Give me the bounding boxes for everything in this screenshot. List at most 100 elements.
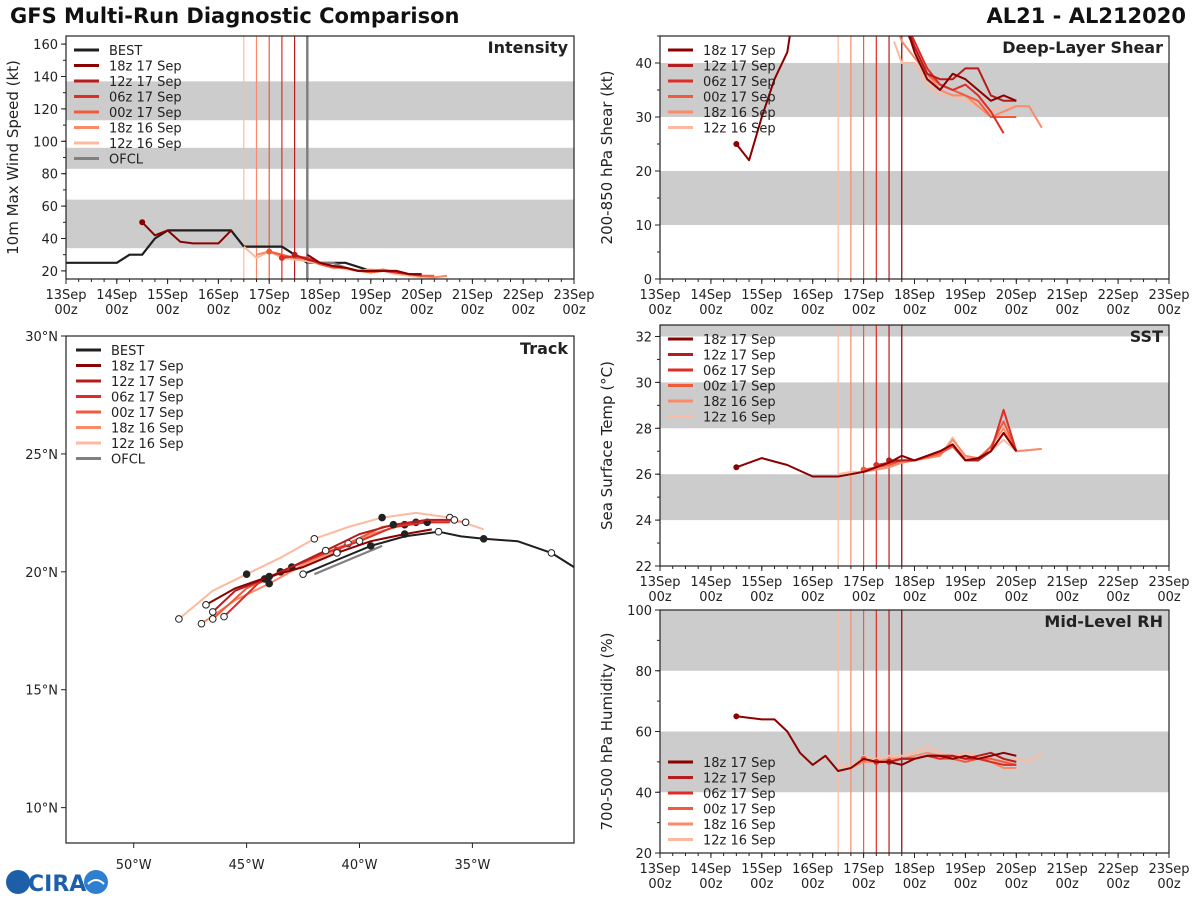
shear-xtick-label-day: 21Sep — [1047, 288, 1088, 303]
rh-xtick-label-hour: 00z — [903, 877, 927, 892]
shear-legend-label-0: 18z 17 Sep — [703, 44, 776, 59]
rh-xtick-label-hour: 00z — [1005, 877, 1029, 892]
sst-legend-label-5: 12z 16 Sep — [703, 411, 776, 426]
intensity-band-2 — [66, 81, 574, 121]
track-legend-label-6: 12z 16 Sep — [111, 437, 184, 452]
shear-xtick-label-hour: 00z — [852, 303, 876, 318]
track-series-5-point — [378, 513, 386, 522]
sst-ytick-label: 22 — [635, 560, 652, 575]
shear-ytick-label: 20 — [635, 165, 652, 180]
shear-xtick-label-day: 22Sep — [1098, 288, 1139, 303]
shear-xtick-label-day: 17Sep — [843, 288, 884, 303]
track-series-1-point — [208, 608, 217, 616]
figure-title: GFS Multi-Run Diagnostic Comparison — [10, 4, 460, 28]
rh-ylabel: 700-500 hPa Humidity (%) — [598, 632, 616, 830]
rh-xtick-label-day: 18Sep — [894, 862, 935, 877]
track-panel-title: Track — [520, 339, 568, 358]
sst-xtick-label-day: 15Sep — [741, 575, 782, 590]
sst-xtick-label-hour: 00z — [699, 590, 723, 605]
track-legend-label-0: BEST — [111, 344, 144, 359]
rh-series-5 — [837, 745, 1043, 769]
intensity-series-0-extra — [306, 253, 422, 276]
intensity-legend-label-2: 12z 17 Sep — [109, 75, 182, 90]
track-series-5-point — [175, 615, 183, 623]
rh-legend-label-3: 00z 17 Sep — [703, 803, 776, 818]
shear-xtick-label-day: 23Sep — [1148, 288, 1189, 303]
shear-band-1 — [660, 63, 1169, 117]
sst-xtick-label-day: 22Sep — [1098, 575, 1139, 590]
shear-series-2-marker — [901, 17, 907, 23]
rh-ytick-label: 60 — [635, 726, 652, 741]
shear-xtick-label-day: 14Sep — [690, 288, 731, 303]
track-best-line-point — [479, 535, 488, 543]
intensity-xtick-label-day: 16Sep — [198, 288, 239, 303]
rh-series-0 — [736, 715, 1017, 772]
sst-xtick-label-day: 18Sep — [894, 575, 935, 590]
sst-xtick-label-hour: 00z — [1157, 590, 1181, 605]
intensity-xtick-label-hour: 00z — [410, 303, 434, 318]
track-legend-label-4: 00z 17 Sep — [111, 406, 184, 421]
sst-xtick-label-hour: 00z — [852, 590, 876, 605]
rh-legend-label-2: 06z 17 Sep — [703, 787, 776, 802]
rh-xtick-label-day: 19Sep — [945, 862, 986, 877]
intensity-xtick-label-day: 21Sep — [452, 288, 493, 303]
track-legend-label-2: 12z 17 Sep — [111, 375, 184, 390]
sst-band-2 — [660, 325, 1169, 337]
sst-series-0 — [736, 431, 1018, 478]
rh-ytick-label: 100 — [627, 604, 652, 619]
track-series-5-point — [242, 570, 251, 578]
rh-band-0 — [660, 731, 1169, 793]
intensity-ytick-label: 80 — [41, 168, 58, 183]
track-series-1-point — [389, 520, 398, 529]
intensity-xtick-label-hour: 00z — [54, 303, 78, 318]
shear-xtick-label-hour: 00z — [954, 303, 978, 318]
rh-xtick-label-day: 14Sep — [690, 862, 731, 877]
intensity-band-0 — [66, 199, 574, 249]
rh-xtick-label-day: 23Sep — [1148, 862, 1189, 877]
shear-xtick-label-hour: 00z — [1056, 303, 1080, 318]
sst-xtick-label-hour: 00z — [750, 590, 774, 605]
intensity-band-1 — [66, 147, 574, 169]
shear-legend-label-2: 06z 17 Sep — [703, 75, 776, 90]
sst-legend-label-4: 18z 16 Sep — [703, 395, 776, 410]
sst-ytick-label: 24 — [635, 514, 652, 529]
sst-xtick-label-hour: 00z — [1056, 590, 1080, 605]
rh-xtick-label-hour: 00z — [1106, 877, 1130, 892]
intensity-xtick-label-day: 18Sep — [299, 288, 340, 303]
sst-xtick-label-day: 14Sep — [690, 575, 731, 590]
rh-xtick-label-day: 13Sep — [639, 862, 680, 877]
track-xtick-label: 45°W — [229, 858, 265, 873]
svg-text:C: C — [8, 872, 24, 897]
rh-xtick-label-day: 20Sep — [996, 862, 1037, 877]
track-series-0-point — [202, 601, 210, 609]
sst-ytick-label: 32 — [635, 330, 652, 345]
sst-xtick-label-hour: 00z — [1106, 590, 1130, 605]
intensity-xtick-label-hour: 00z — [156, 303, 180, 318]
rh-xtick-label-day: 16Sep — [792, 862, 833, 877]
sst-xtick-label-day: 20Sep — [996, 575, 1037, 590]
rh-xtick-label-hour: 00z — [1157, 877, 1181, 892]
intensity-xtick-label-hour: 00z — [461, 303, 485, 318]
track-series-4-point — [461, 518, 470, 527]
track-legend-label-1: 18z 17 Sep — [111, 360, 184, 375]
sst-ytick-label: 28 — [635, 422, 652, 437]
rh-ytick-label: 40 — [635, 786, 652, 801]
rh-xtick-label-hour: 00z — [801, 877, 825, 892]
track-ytick-label: 30°N — [25, 330, 58, 345]
svg-text:CIRA: CIRA — [28, 872, 86, 897]
shear-series-0-marker — [733, 141, 740, 147]
track-series-3 — [212, 521, 450, 620]
sst-band-0 — [660, 474, 1169, 521]
track-series-2-point — [220, 612, 228, 621]
intensity-xtick-label-day: 23Sep — [553, 288, 594, 303]
intensity-xtick-label-hour: 00z — [512, 303, 536, 318]
sst-ytick-label: 30 — [635, 376, 652, 391]
intensity-series-0 — [141, 221, 232, 245]
sst-xtick-label-day: 17Sep — [843, 575, 884, 590]
shear-xtick-label-day: 15Sep — [741, 288, 782, 303]
rh-panel-title: Mid-Level RH — [1044, 612, 1163, 631]
rh-xtick-label-hour: 00z — [648, 877, 672, 892]
intensity-panel-title: Intensity — [488, 38, 569, 57]
intensity-ytick-label: 20 — [41, 265, 58, 280]
shear-legend-label-3: 00z 17 Sep — [703, 91, 776, 106]
